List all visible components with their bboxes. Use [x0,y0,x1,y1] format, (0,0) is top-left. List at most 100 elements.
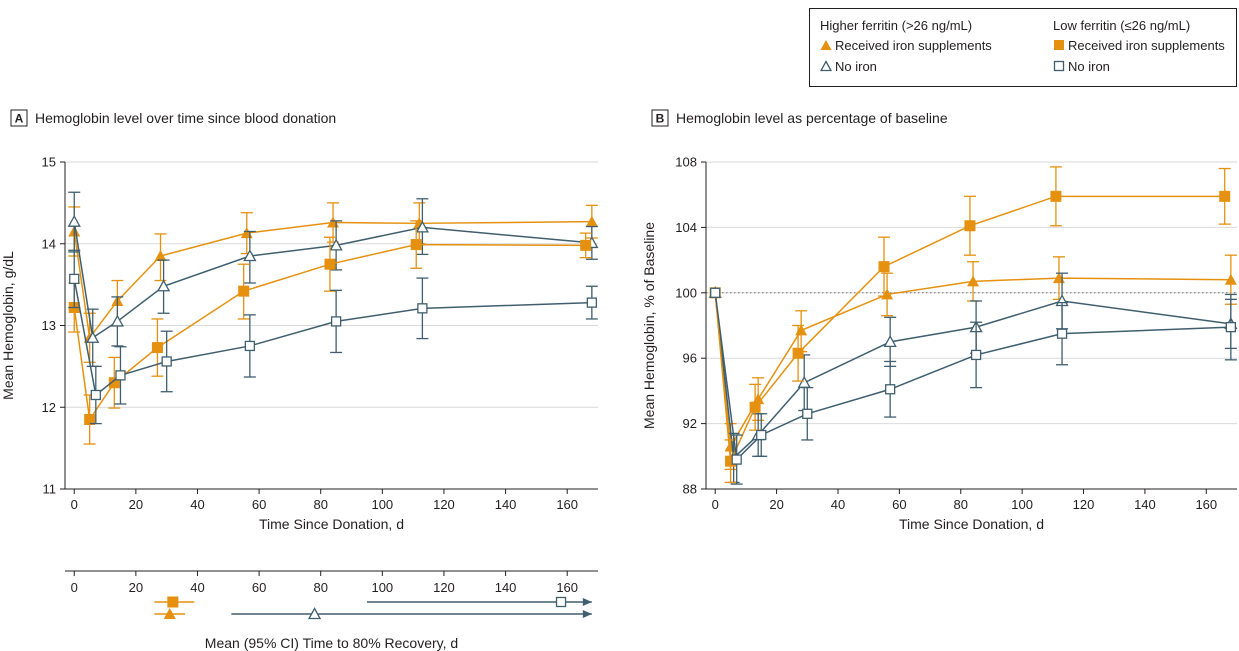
recovery-marker [163,608,176,619]
panel-letter: A [15,112,24,126]
y-tick-label: 108 [675,155,697,170]
y-tick-label: 104 [675,220,697,235]
arrow-icon [582,610,592,618]
data-point [749,401,761,413]
data-point [797,375,811,388]
series-hf_iron [68,202,598,363]
series-lf_iron [709,166,1231,484]
data-point [580,239,592,251]
y-tick-label: 12 [42,400,56,415]
series-hf_noiron [67,191,599,368]
x-tick-label: 120 [1073,497,1095,512]
panel-letter: B [656,112,665,126]
y-tick-label: 15 [42,155,56,170]
data-point [329,238,343,251]
recovery-tick-label: 80 [313,580,327,595]
recovery-tick-label: 40 [190,580,204,595]
data-point [1050,190,1062,202]
data-point [330,316,342,327]
data-point [238,285,250,297]
recovery-marker [555,596,567,608]
x-tick-label: 120 [433,497,455,512]
x-tick-label: 160 [1195,497,1217,512]
y-tick-label: 11 [43,482,57,497]
y-tick-label: 14 [42,236,56,251]
data-point [710,287,721,298]
x-tick-label: 140 [495,497,517,512]
series-line [73,243,586,422]
data-point [751,428,765,441]
x-tick-label: 100 [1011,497,1033,512]
data-point [756,429,767,441]
legend-label: No iron [835,59,877,74]
open-triangle-icon [819,60,833,72]
x-tick-label: 100 [371,497,393,512]
data-point [708,285,722,298]
data-point [725,455,737,467]
data-point [324,258,336,270]
recovery-lf_noiron [366,596,592,608]
data-point [1224,317,1238,330]
data-point [417,303,428,314]
data-point [964,220,976,232]
recovery-lf_iron [154,596,195,608]
x-tick-label: 20 [769,497,783,512]
data-point [795,324,808,336]
y-tick-label: 96 [683,351,697,366]
series-line [73,278,592,397]
data-point [1052,272,1065,284]
data-point [86,330,100,343]
series-line [714,292,1231,462]
data-point [151,342,163,354]
data-point [731,454,742,465]
x-tick-label: 60 [892,497,906,512]
data-point [244,340,256,352]
data-point [156,279,171,292]
data-point [885,384,896,395]
data-point [154,250,167,262]
recovery-marker [307,607,322,620]
recovery-marker [167,596,179,608]
panel-letter-box [10,109,28,127]
x-tick-label: 140 [1134,497,1156,512]
data-point [1056,328,1068,339]
legend-item-higher-iron: Received iron supplements [820,38,992,53]
x-tick-label: 60 [252,497,266,512]
legend: Higher ferritin (>26 ng/mL) Low ferritin… [809,8,1237,87]
legend-item-low-iron: Received iron supplements [1053,38,1225,53]
x-axis-label: Time Since Donation, d [259,516,404,532]
y-axis-label: Mean Hemoglobin, % of Baseline [641,222,657,429]
series-hf_noiron [708,272,1238,484]
data-point [90,389,101,401]
x-tick-label: 80 [954,497,968,512]
recovery-hf_iron [154,608,186,619]
data-point [709,286,722,298]
legend-label: Received iron supplements [1068,38,1225,53]
legend-header-higher-ferritin: Higher ferritin (>26 ng/mL) [820,18,973,33]
legend-header-low-ferritin: Low ferritin (≤26 ng/mL) [1053,18,1191,33]
legend-label: No iron [1068,59,1110,74]
y-tick-label: 92 [683,416,697,431]
series-line [73,220,592,340]
data-point [1055,294,1069,307]
recovery-tick-label: 100 [371,580,393,595]
data-point [586,297,597,308]
data-point [161,356,172,367]
legend-label: Received iron supplements [835,38,992,53]
data-point [84,414,96,426]
data-point [1224,273,1237,285]
series-lf_iron [68,220,592,445]
data-point [415,220,429,233]
data-point [1219,190,1231,202]
y-tick-label: 100 [675,285,697,300]
x-tick-label: 0 [712,497,719,512]
arrow-icon [582,598,592,606]
x-tick-label: 20 [129,497,143,512]
filled-triangle-icon [820,40,832,50]
data-point [709,287,721,299]
legend-item-low-noiron: No iron [1053,59,1110,74]
x-tick-label: 80 [313,497,327,512]
data-point [878,261,890,273]
y-tick-label: 88 [683,482,697,497]
data-point [967,275,980,287]
